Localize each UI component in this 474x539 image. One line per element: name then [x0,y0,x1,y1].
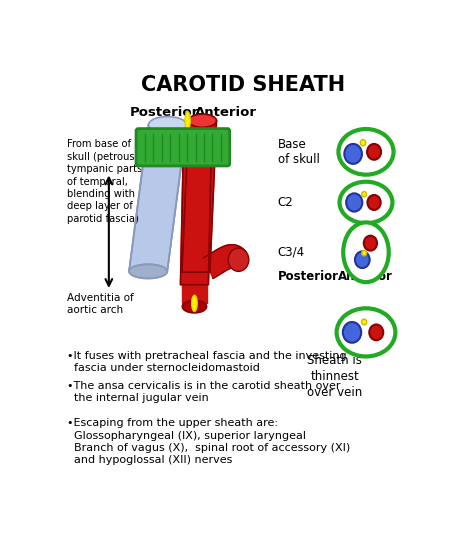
Text: C2: C2 [278,196,293,209]
Text: Posterior: Posterior [278,270,339,283]
Ellipse shape [191,295,197,312]
Ellipse shape [355,251,370,268]
Text: Adventitia of
aortic arch: Adventitia of aortic arch [66,293,133,315]
Text: •Escaping from the upper sheath are:
  Glossopharyngeal (IX), superior laryngeal: •Escaping from the upper sheath are: Glo… [66,418,350,466]
Ellipse shape [343,322,361,343]
Polygon shape [129,163,181,271]
Ellipse shape [369,324,383,340]
Ellipse shape [185,112,191,130]
Text: Anterior: Anterior [195,106,257,119]
Ellipse shape [189,114,217,127]
Ellipse shape [346,194,362,212]
Ellipse shape [362,319,367,325]
Ellipse shape [367,144,381,160]
Ellipse shape [228,248,249,271]
Text: Posterior: Posterior [129,106,199,119]
Polygon shape [204,245,246,279]
Ellipse shape [338,129,393,175]
Text: CAROTID SHEATH: CAROTID SHEATH [141,75,345,95]
Polygon shape [182,121,217,272]
Ellipse shape [182,300,207,313]
Text: From base of
skull (petrous &
tympanic parts
of temporal,
blending with
deep lay: From base of skull (petrous & tympanic p… [66,140,145,224]
Ellipse shape [367,195,381,210]
Ellipse shape [129,265,167,278]
Ellipse shape [364,236,377,251]
Text: Sheath is
thinnest
over vein: Sheath is thinnest over vein [307,354,363,399]
Ellipse shape [339,182,392,223]
Ellipse shape [337,308,395,356]
Ellipse shape [362,251,366,256]
Ellipse shape [344,144,362,164]
Polygon shape [181,163,211,285]
Ellipse shape [343,223,389,282]
FancyBboxPatch shape [136,129,230,166]
Ellipse shape [129,264,167,279]
Polygon shape [182,285,207,303]
Polygon shape [129,125,187,271]
Ellipse shape [148,116,187,133]
Text: Base
of skull: Base of skull [278,138,319,166]
Text: Anterior: Anterior [338,270,393,283]
Text: •The ansa cervicalis is in the carotid sheath over
  the internal jugular vein: •The ansa cervicalis is in the carotid s… [66,381,340,403]
Text: C3/4: C3/4 [278,246,305,259]
Ellipse shape [360,140,366,146]
Ellipse shape [362,191,366,197]
Text: •It fuses with pretracheal fascia and the investing
  fascia under sternocleidom: •It fuses with pretracheal fascia and th… [66,351,346,374]
